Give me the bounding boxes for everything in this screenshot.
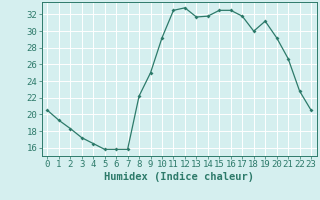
X-axis label: Humidex (Indice chaleur): Humidex (Indice chaleur) bbox=[104, 172, 254, 182]
